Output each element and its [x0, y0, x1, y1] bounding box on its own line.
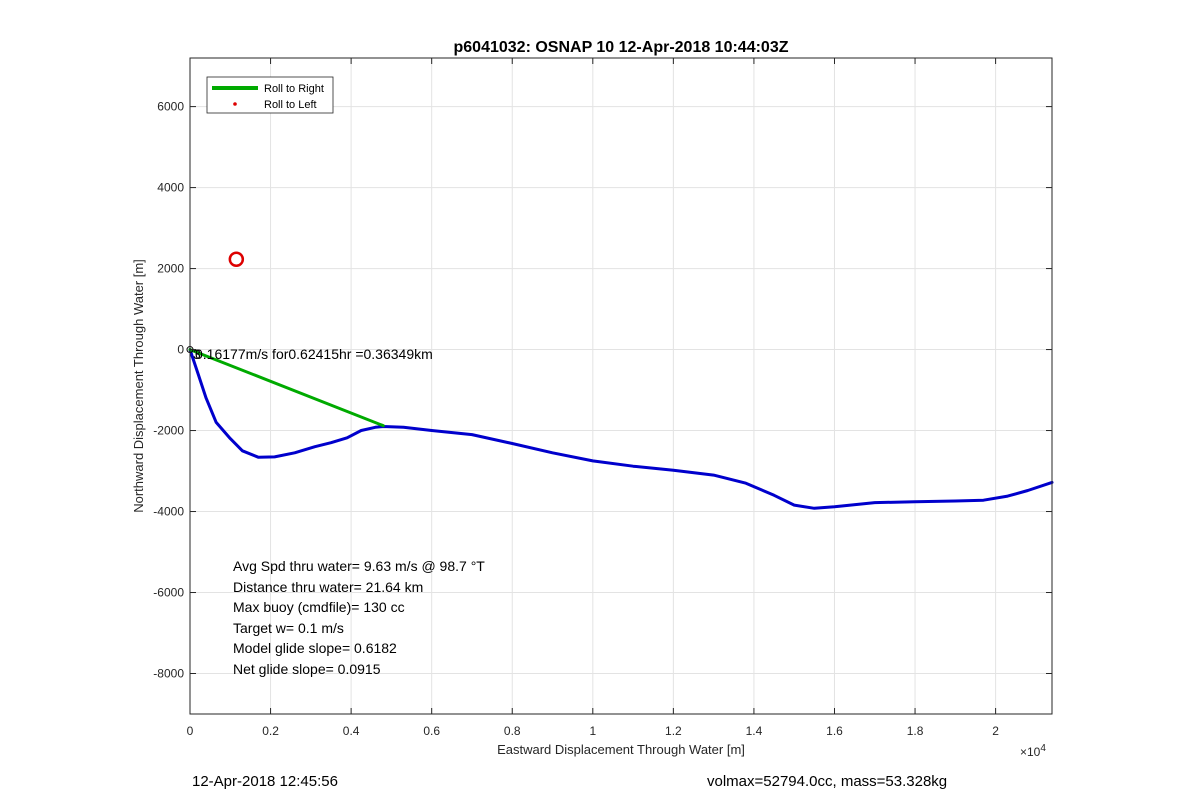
x-tick-label: 1 — [589, 724, 596, 738]
plot-background — [190, 58, 1052, 714]
series-line-roll-to-right — [188, 348, 385, 428]
x-tick-label: 0.4 — [343, 724, 360, 738]
legend-label-roll-left: Roll to Left — [264, 99, 317, 111]
stat-distance: Distance thru water= 21.64 km — [233, 579, 423, 595]
plot-frame — [189, 57, 1053, 715]
stat-avg-speed: Avg Spd thru water= 9.63 m/s @ 98.7 °T — [233, 558, 485, 574]
x-axis-label: Eastward Displacement Through Water [m] — [497, 742, 745, 757]
y-tick-label: 6000 — [157, 100, 184, 114]
stat-max-buoy: Max buoy (cmdfile)= 130 cc — [233, 599, 405, 615]
y-tick-label: -4000 — [153, 505, 184, 519]
ticks: 0 0.2 0.4 0.6 0.8 1 1.2 1.4 1.6 1.8 2 -8000 -6000 -40… — [153, 58, 1052, 738]
stat-model-glide-slope: Model glide slope= 0.6182 — [233, 640, 397, 656]
chart-title: p6041032: OSNAP 10 12-Apr-2018 10:44:03Z — [454, 39, 789, 56]
x-axis-exponent-power: 4 — [1040, 743, 1046, 754]
x-axis-exponent-base: ×10 — [1020, 745, 1041, 759]
stat-target-w: Target w= 0.1 m/s — [233, 620, 344, 636]
x-axis-exponent: ×104 — [1020, 743, 1046, 759]
x-tick-label: 0.8 — [504, 724, 521, 738]
legend-label-roll-right: Roll to Right — [264, 83, 324, 95]
series-line-track — [188, 348, 1054, 510]
y-axis-label: Northward Displacement Through Water [m] — [131, 259, 146, 513]
x-tick-label: 0 — [187, 724, 194, 738]
stats-block: Avg Spd thru water= 9.63 m/s @ 98.7 °T D… — [233, 558, 485, 677]
x-tick-label: 1.6 — [826, 724, 843, 738]
legend: Roll to Right Roll to Left — [206, 76, 334, 114]
x-tick-label: 1.8 — [907, 724, 924, 738]
marker-roll-to-left — [228, 251, 245, 268]
legend-box — [206, 76, 334, 114]
legend-swatch-roll-left — [233, 102, 237, 106]
x-tick-label: 2 — [992, 724, 999, 738]
y-tick-label: -2000 — [153, 424, 184, 438]
x-tick-label: 0.2 — [262, 724, 279, 738]
y-tick-label: 0 — [177, 343, 184, 357]
timestamp-footer: 12-Apr-2018 12:45:56 — [192, 773, 338, 790]
x-tick-label: 0.6 — [423, 724, 440, 738]
grid — [189, 58, 1052, 714]
y-tick-label: 2000 — [157, 262, 184, 276]
vehicle-params-footer: volmax=52794.0cc, mass=53.328kg — [707, 773, 948, 790]
current-annotation: 0.16177m/s for0.62415hr =0.36349km — [195, 346, 433, 362]
y-tick-label: -6000 — [153, 586, 184, 600]
y-tick-label: -8000 — [153, 667, 184, 681]
x-tick-label: 1.2 — [665, 724, 682, 738]
stat-net-glide-slope: Net glide slope= 0.0915 — [233, 661, 381, 677]
overlap-annotation: 3 — [193, 346, 201, 362]
x-tick-label: 1.4 — [746, 724, 763, 738]
y-tick-label: 4000 — [157, 181, 184, 195]
